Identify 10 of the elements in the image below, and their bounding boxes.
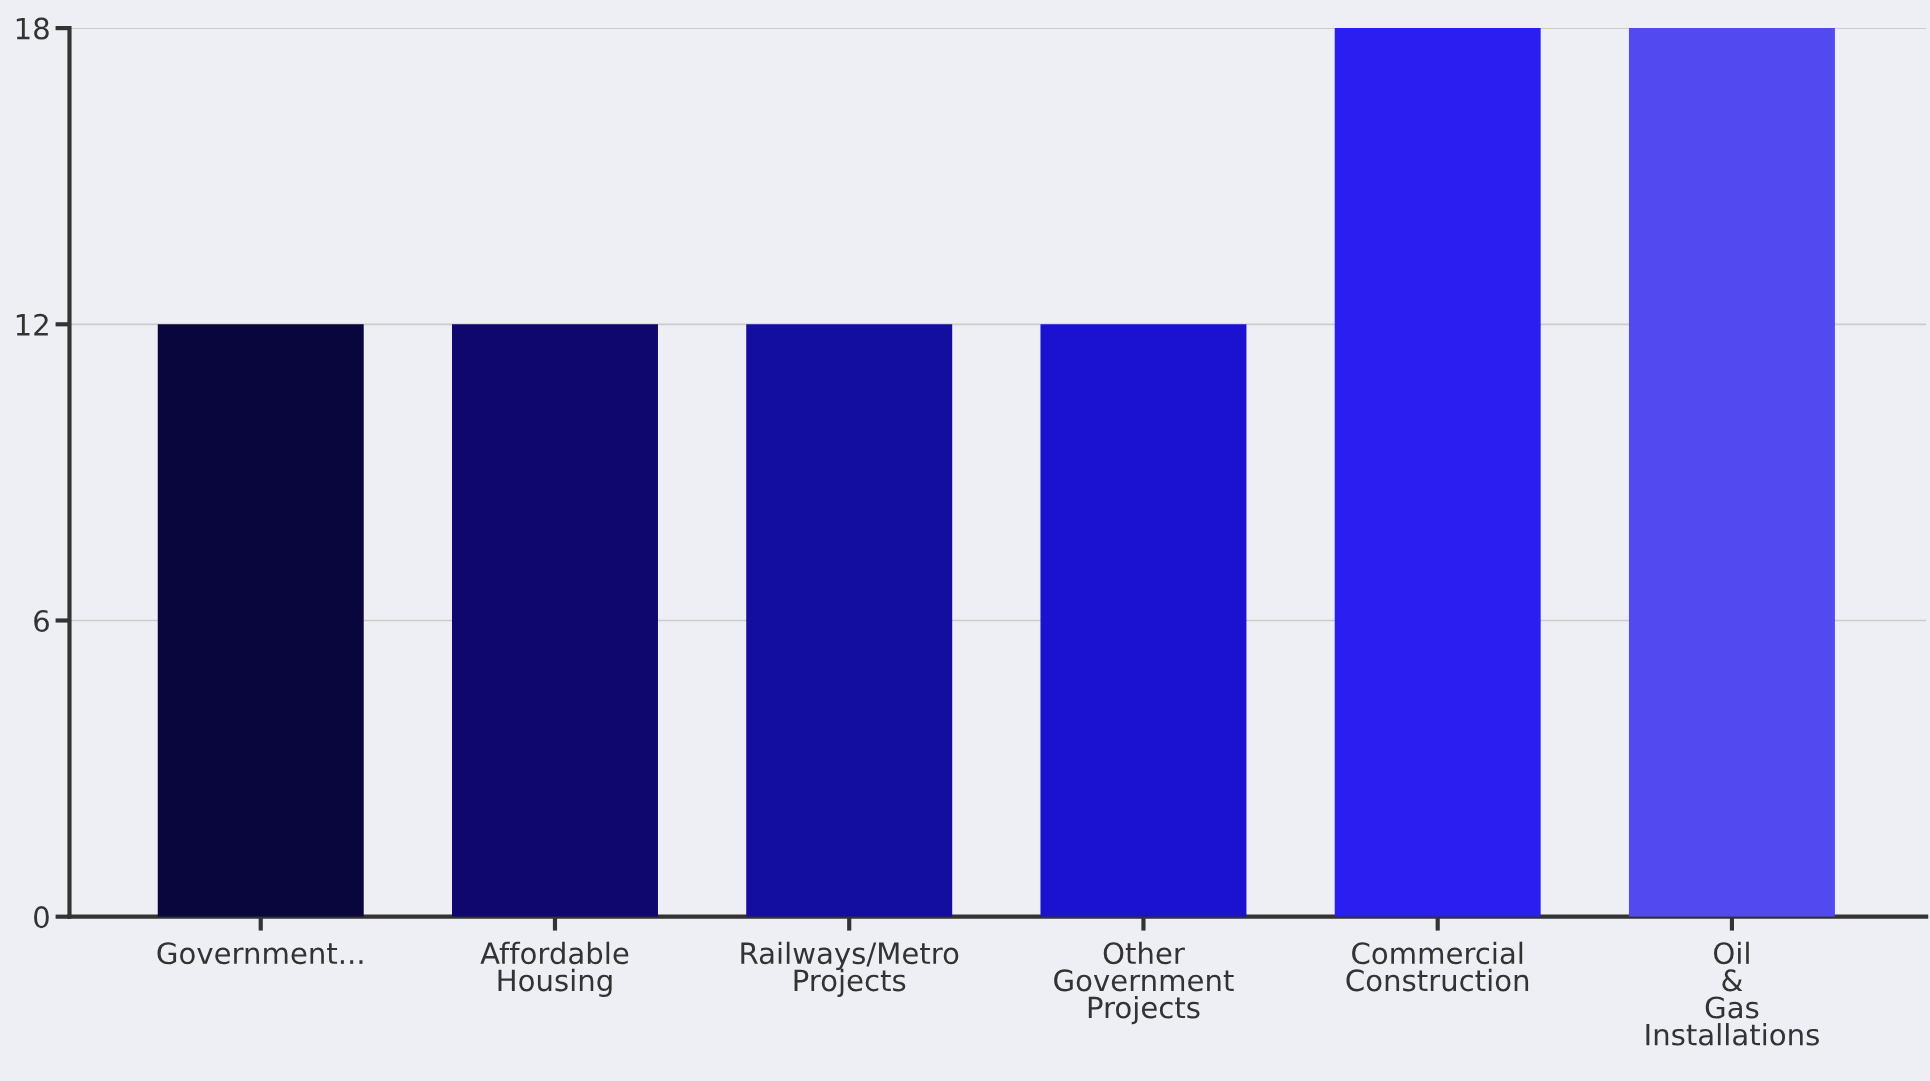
y-tick-label: 18 [16,17,49,40]
x-tick-label: Commercial Construction [1346,941,1529,992]
x-tick-label: Railways/Metro Projects [741,941,959,998]
x-tick-label: Affordable Housing [480,941,629,998]
y-tick-label: 6 [34,609,49,632]
y-tick-label: 12 [16,313,48,336]
x-tick-label: Government... [157,942,363,965]
y-tick-label: 0 [34,906,49,929]
x-tick-label: Oil & Gas Installations [1646,941,1819,1046]
x-tick-label: Other Government Projects [1054,941,1234,1025]
